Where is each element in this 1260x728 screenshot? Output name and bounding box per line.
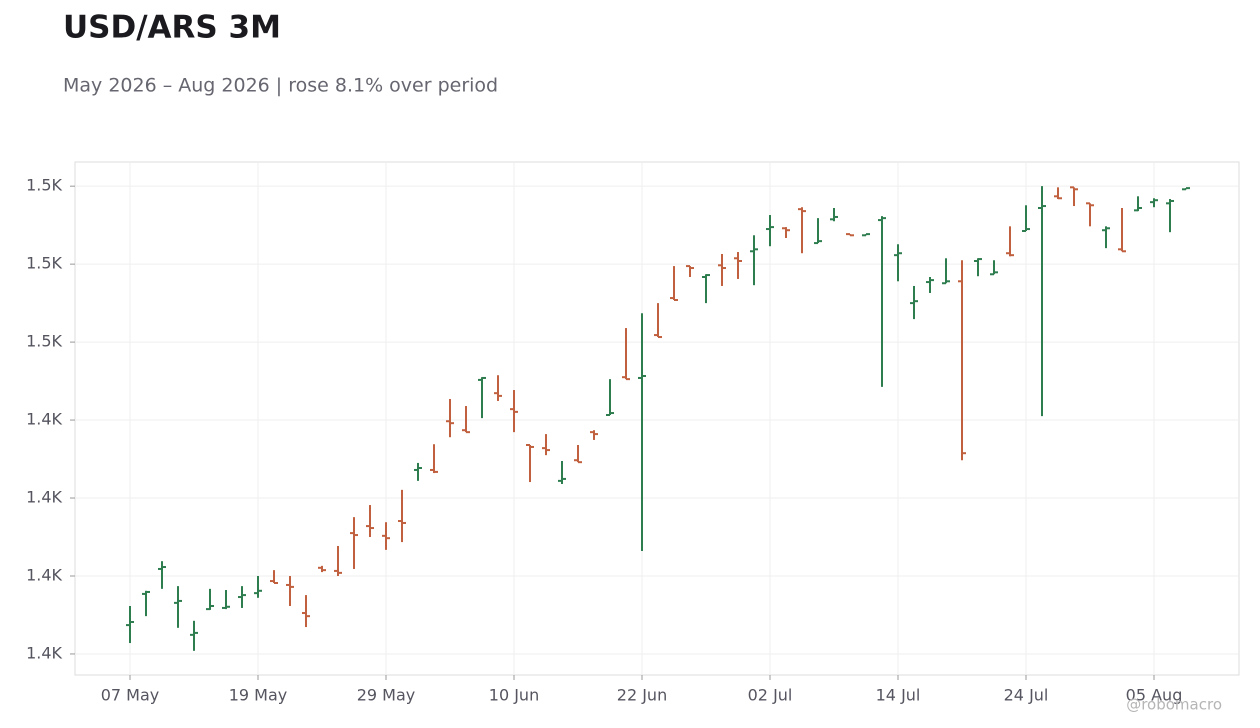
watermark: @robomacro (1126, 696, 1222, 714)
y-tick-label: 1.4K (26, 410, 62, 429)
y-tick-label: 1.5K (26, 332, 62, 351)
x-tick-label: 07 May (101, 686, 160, 705)
y-tick-label: 1.4K (26, 565, 62, 584)
x-tick-label: 05 Aug (1126, 686, 1183, 705)
chart-title: USD/ARS 3M (63, 10, 281, 46)
x-tick-label: 14 Jul (876, 686, 921, 705)
x-tick-label: 10 Jun (489, 686, 539, 705)
y-tick-label: 1.5K (26, 176, 62, 195)
y-tick-label: 1.5K (26, 254, 62, 273)
x-tick-label: 29 May (357, 686, 416, 705)
y-tick-label: 1.4K (26, 643, 62, 662)
x-tick-label: 02 Jul (748, 686, 793, 705)
x-tick-label: 19 May (229, 686, 288, 705)
chart-subtitle: May 2026 – Aug 2026 | rose 8.1% over per… (63, 75, 498, 97)
y-tick-label: 1.4K (26, 488, 62, 507)
plot-frame (74, 161, 1240, 676)
x-tick-label: 22 Jun (617, 686, 667, 705)
x-tick-label: 24 Jul (1004, 686, 1049, 705)
